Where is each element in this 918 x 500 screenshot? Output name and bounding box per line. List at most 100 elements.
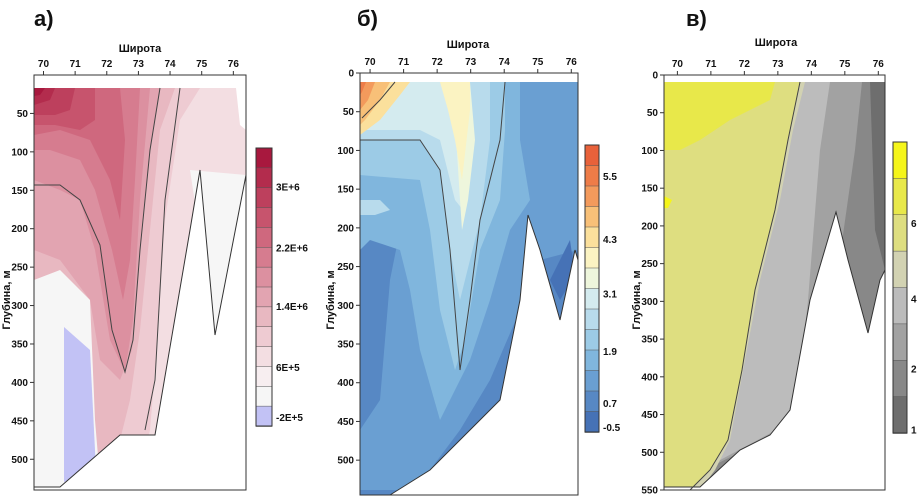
y-tick-label: 250 [641, 259, 658, 270]
x-tick-label: 74 [806, 59, 818, 70]
colorbar-swatch [255, 247, 273, 268]
colorbar-swatch [255, 386, 273, 407]
colorbar-swatch [584, 329, 600, 351]
y-tick-label: 500 [337, 456, 354, 467]
colorbar-swatch [255, 366, 273, 388]
colorbar-swatch [255, 167, 273, 189]
x-tick-label: 73 [465, 57, 477, 68]
colorbar-swatch [584, 247, 600, 269]
y-axis-title-b: Глубина, м [325, 270, 337, 329]
colorbar-frame [255, 147, 273, 427]
x-axis-title-c: Широта [755, 37, 798, 49]
colorbar-swatch [255, 346, 273, 368]
colorbar-swatch [255, 266, 273, 288]
x-tick-label: 70 [38, 59, 50, 70]
x-tick-label: 73 [772, 59, 784, 70]
y-tick-label: 100 [641, 146, 658, 157]
y-tick-label: 350 [641, 335, 658, 346]
colorbar-b: 5.5 4.3 3.1 1.9 0.7 -0.5 [584, 144, 621, 434]
y-tick-label: 500 [11, 455, 28, 466]
y-tick-label: 200 [337, 223, 354, 234]
colorbar-swatch [584, 226, 600, 249]
y-tick-label: 350 [337, 340, 354, 351]
colorbar-swatch [584, 390, 600, 413]
x-axis-title-a: Широта [119, 43, 162, 55]
colorbar-c: 6 4 2 1 [892, 141, 917, 437]
y-ticks-a: 50 100 150 200 250 300 350 400 450 500 [11, 109, 34, 466]
x-tick-label: 71 [70, 59, 82, 70]
x-tick-label: 71 [398, 57, 410, 68]
colorbar-label: 3E+6 [276, 182, 300, 193]
colorbar-swatch [892, 214, 908, 252]
colorbar-swatch [584, 411, 600, 433]
y-tick-label: 300 [337, 301, 354, 312]
contour-field-a [33, 74, 247, 491]
y-tick-label: 0 [348, 69, 354, 80]
colorbar-label: 1 [911, 426, 917, 437]
colorbar-swatch [892, 250, 908, 289]
y-tick-label: 450 [641, 410, 658, 421]
x-tick-label: 75 [196, 59, 208, 70]
colorbar-label: -0.5 [603, 423, 621, 434]
x-tick-label: 74 [164, 59, 176, 70]
contour-field-c [663, 74, 886, 491]
x-axis-title-b: Широта [447, 39, 490, 51]
y-ticks-b: 0 50 100 150 200 250 300 350 400 450 500 [337, 69, 360, 467]
x-tick-label: 71 [705, 59, 717, 70]
x-tick-label: 76 [566, 57, 578, 68]
colorbar-label: 1.4E+6 [276, 302, 308, 313]
y-tick-label: 100 [11, 147, 28, 158]
y-tick-label: 400 [641, 372, 658, 383]
y-tick-label: 300 [11, 301, 28, 312]
colorbar-label: 1.9 [603, 347, 617, 358]
y-tick-label: 450 [337, 417, 354, 428]
y-tick-label: 400 [11, 378, 28, 389]
colorbar-swatch [584, 267, 600, 290]
colorbar-label: 0.7 [603, 399, 617, 410]
colorbar-swatch [255, 326, 273, 348]
colorbar-label: 6E+5 [276, 363, 300, 374]
colorbar-label: 3.1 [603, 290, 617, 301]
x-tick-label: 75 [839, 59, 851, 70]
colorbar-swatch [584, 370, 600, 392]
colorbar-swatch [255, 306, 273, 328]
y-axis-title-a: Глубина, м [1, 270, 13, 329]
colorbar-label: 5.5 [603, 172, 617, 183]
x-tick-label: 70 [364, 57, 376, 68]
colorbar-swatch [584, 288, 600, 310]
colorbar-frame [584, 144, 600, 433]
colorbar-swatch [892, 396, 908, 434]
y-tick-label: 500 [641, 448, 658, 459]
panel-label-c: в) [686, 6, 707, 31]
y-tick-label: 200 [11, 224, 28, 235]
colorbar-swatch [255, 207, 273, 229]
colorbar-label: 2.2E+6 [276, 244, 308, 255]
panel-label-b: б) [357, 6, 378, 31]
colorbar-swatch [892, 323, 908, 361]
y-axis-title-c: Глубина, м [631, 270, 643, 329]
y-ticks-c: 0 50 100 150 200 250 300 350 400 450 500 550 [641, 71, 664, 497]
colorbar-a: 3E+6 2.2E+6 1.4E+6 6E+5 -2E+5 [255, 147, 308, 427]
x-tick-label: 76 [873, 59, 885, 70]
y-tick-label: 50 [343, 107, 355, 118]
colorbar-label: 6 [911, 219, 917, 230]
colorbar-swatch [892, 360, 908, 398]
x-tick-label: 75 [532, 57, 544, 68]
y-tick-label: 300 [641, 297, 658, 308]
colorbar-frame [892, 141, 908, 434]
y-tick-label: 0 [652, 71, 658, 82]
y-tick-label: 100 [337, 146, 354, 157]
colorbar-swatch [584, 206, 600, 228]
colorbar-swatch [584, 308, 600, 331]
y-tick-label: 250 [11, 263, 28, 274]
x-tick-label: 76 [228, 59, 240, 70]
colorbar-swatch [255, 147, 273, 169]
colorbar-label: 4.3 [603, 235, 617, 246]
y-tick-label: 200 [641, 221, 658, 232]
x-tick-label: 70 [672, 59, 684, 70]
y-tick-label: 150 [337, 185, 354, 196]
x-tick-label: 74 [499, 57, 511, 68]
y-tick-label: 400 [337, 378, 354, 389]
y-tick-label: 150 [11, 186, 28, 197]
